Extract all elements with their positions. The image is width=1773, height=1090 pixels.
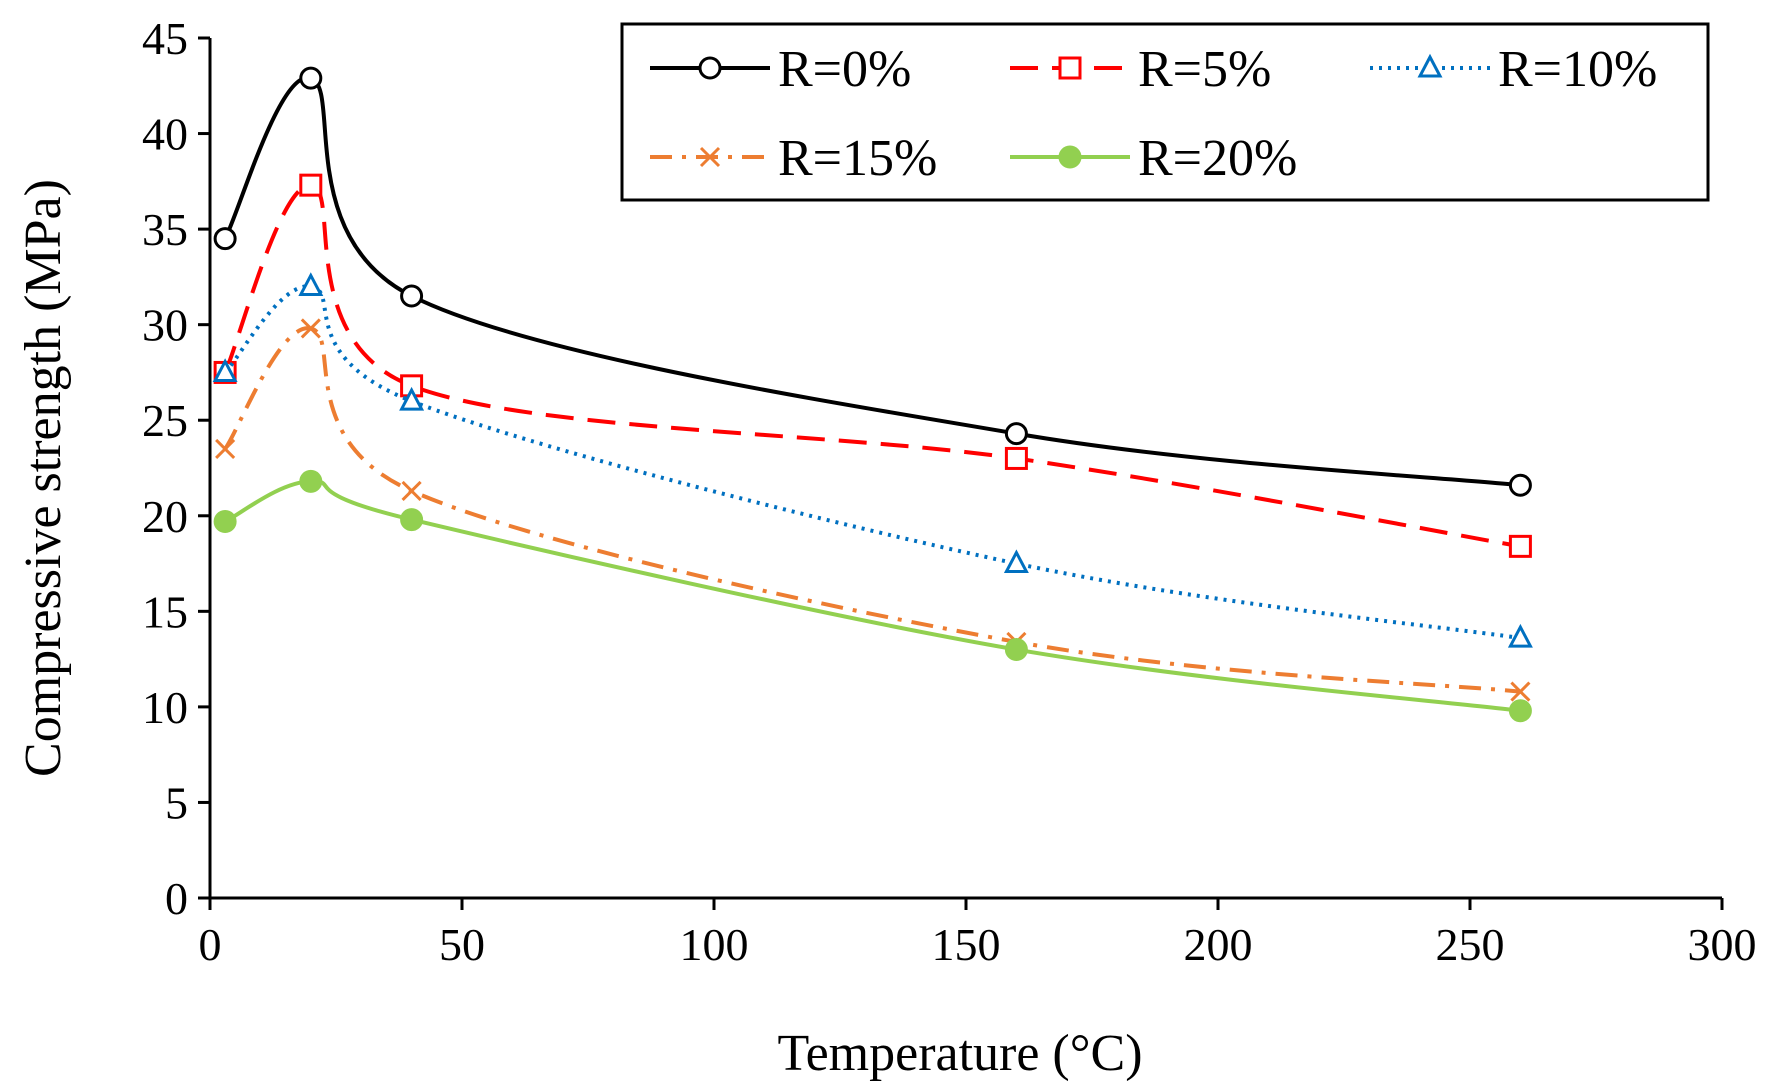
legend-marker-5: [1058, 145, 1082, 169]
legend-marker-3: [1417, 53, 1443, 78]
x-axis-title: Temperature (°C): [777, 1025, 1142, 1082]
series-line-3: [223, 284, 1521, 641]
series-1: [213, 66, 1532, 497]
series-3: [212, 272, 1533, 648]
data-point-s4-1: [215, 438, 236, 459]
legend-label-4: R=15%: [778, 130, 937, 187]
legend-item-3: R=10%: [1370, 41, 1657, 98]
y-tick-label: 10: [142, 682, 188, 733]
y-tick-label: 0: [165, 873, 188, 924]
data-point-s2-4: [1004, 446, 1028, 470]
data-point-s3-2: [298, 272, 324, 296]
data-point-s2-5: [1508, 534, 1532, 558]
data-point-s4-1-stroke-b: [215, 438, 236, 459]
data-point-s4-5: [1510, 681, 1531, 702]
legend: R=0% R=5% R=10% R=15% R=20%: [620, 22, 1710, 202]
data-point-s2-2: [299, 173, 323, 197]
legend-label-5: R=20%: [1138, 130, 1297, 187]
y-tick-label: 40: [142, 109, 188, 160]
legend-label-2: R=5%: [1138, 41, 1271, 98]
y-tick-label: 5: [165, 777, 188, 828]
data-point-s5-4: [1004, 638, 1028, 662]
legend-item-1: R=0%: [650, 41, 911, 98]
x-tick-label: 100: [680, 919, 749, 970]
data-point-s4-2: [300, 318, 321, 339]
y-tick-label: 35: [142, 204, 188, 255]
data-point-s1-3: [400, 284, 424, 308]
data-point-s4-3-stroke-b: [401, 480, 422, 501]
x-tick-label: 0: [199, 919, 222, 970]
data-point-s5-1: [213, 510, 237, 534]
axes-layer: 0 5 10 15 20 25 30 35 40 45 0 50 100 150 200 250 300: [142, 13, 1757, 970]
data-point-s1-1: [213, 227, 237, 251]
data-point-s4-5-stroke-b: [1510, 681, 1531, 702]
data-point-s4-3: [401, 480, 422, 501]
data-point-s5-5: [1508, 699, 1532, 723]
x-tick-label: 50: [439, 919, 485, 970]
data-point-s3-1: [212, 358, 238, 382]
legend-label-3: R=10%: [1498, 41, 1657, 98]
series-5: [213, 469, 1532, 723]
y-tick-label: 45: [142, 13, 188, 64]
data-point-s3-4: [1003, 549, 1029, 574]
data-point-s3-5: [1507, 623, 1533, 648]
legend-marker-2: [1058, 56, 1082, 80]
data-point-s5-3: [400, 508, 424, 532]
series-line-4: [223, 326, 1521, 694]
legend-box: [620, 22, 1710, 202]
legend-item-2: R=5%: [1010, 41, 1271, 98]
series-2: [213, 173, 1532, 558]
y-tick-label: 15: [142, 586, 188, 637]
x-tick-label: 150: [932, 919, 1001, 970]
x-tick-label: 300: [1688, 919, 1757, 970]
y-tick-label: 20: [142, 491, 188, 542]
x-tick-label: 250: [1436, 919, 1505, 970]
series-layer: [212, 66, 1533, 723]
y-axis-title: Compressive strength (MPa): [15, 179, 72, 777]
legend-item-4: R=15%: [650, 130, 937, 187]
data-point-s3-3: [399, 386, 425, 411]
legend-marker-1: [698, 56, 722, 80]
data-point-s5-2: [299, 469, 323, 493]
data-point-s4-2-stroke-b: [300, 318, 321, 339]
legend-item-5: R=20%: [1010, 130, 1297, 187]
y-tick-label: 25: [142, 395, 188, 446]
legend-label-1: R=0%: [778, 41, 911, 98]
data-point-s1-4: [1004, 422, 1028, 446]
x-tick-label: 200: [1184, 919, 1253, 970]
data-point-s1-2: [299, 66, 323, 90]
series-line-2: [223, 183, 1521, 549]
legend-marker-4-stroke-b: [699, 146, 721, 168]
legend-marker-4: [699, 146, 721, 168]
data-point-s1-5: [1508, 473, 1532, 497]
y-tick-label: 30: [142, 300, 188, 351]
